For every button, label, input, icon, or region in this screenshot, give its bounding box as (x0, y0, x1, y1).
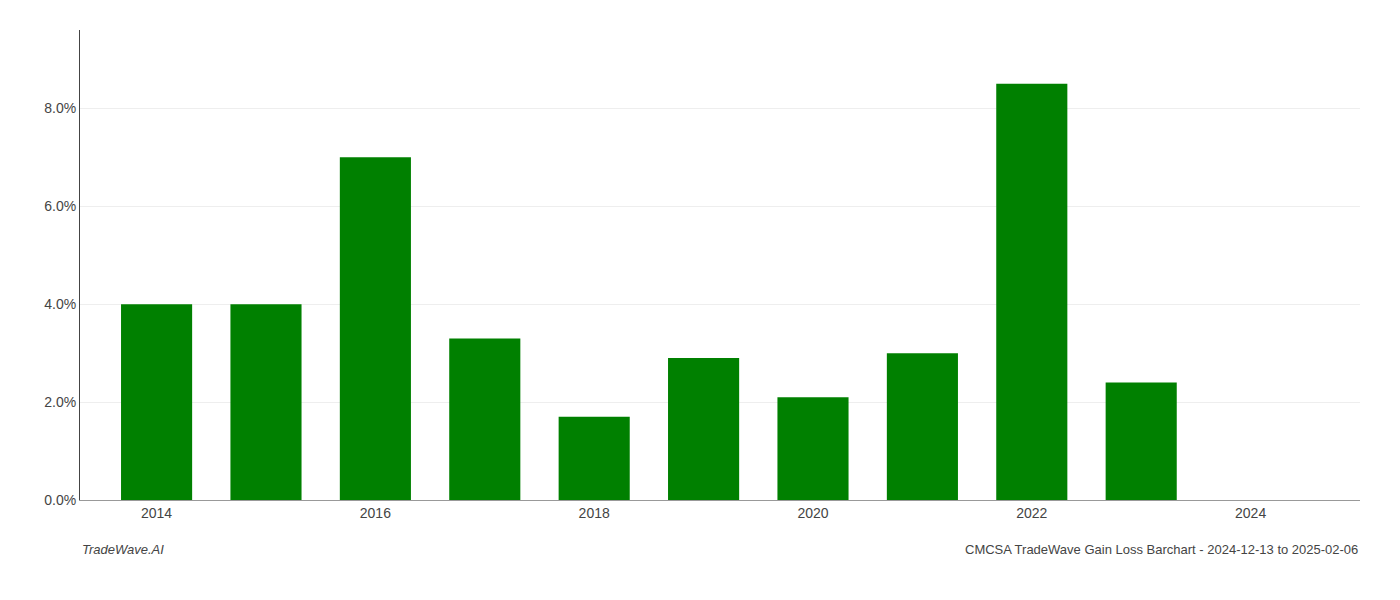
svg-text:2016: 2016 (360, 505, 391, 521)
svg-text:2020: 2020 (797, 505, 828, 521)
svg-text:4.0%: 4.0% (44, 296, 76, 312)
svg-text:2.0%: 2.0% (44, 394, 76, 410)
svg-text:2024: 2024 (1235, 505, 1266, 521)
svg-text:8.0%: 8.0% (44, 100, 76, 116)
svg-text:TradeWave.AI: TradeWave.AI (82, 542, 164, 557)
svg-text:CMCSA TradeWave Gain Loss Barc: CMCSA TradeWave Gain Loss Barchart - 202… (965, 542, 1358, 557)
svg-text:2018: 2018 (579, 505, 610, 521)
svg-text:2014: 2014 (141, 505, 172, 521)
svg-text:0.0%: 0.0% (44, 492, 76, 508)
svg-text:6.0%: 6.0% (44, 198, 76, 214)
svg-text:2022: 2022 (1016, 505, 1047, 521)
